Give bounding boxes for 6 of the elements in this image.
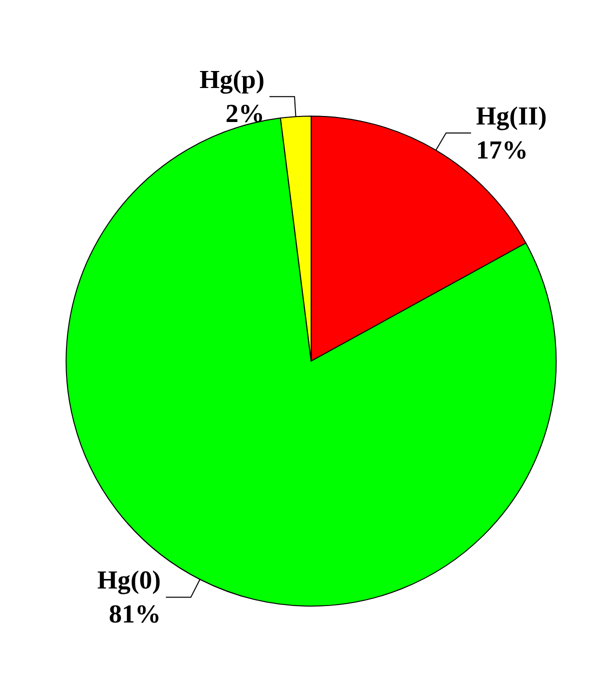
- data-label: 17%: [476, 135, 528, 164]
- data-label: 81%: [108, 600, 161, 629]
- slice-label: Hg(II): [476, 101, 547, 130]
- data-label: 2%: [226, 99, 265, 128]
- slice-label: Hg(p): [200, 65, 265, 94]
- slice-label: Hg(0): [97, 566, 161, 595]
